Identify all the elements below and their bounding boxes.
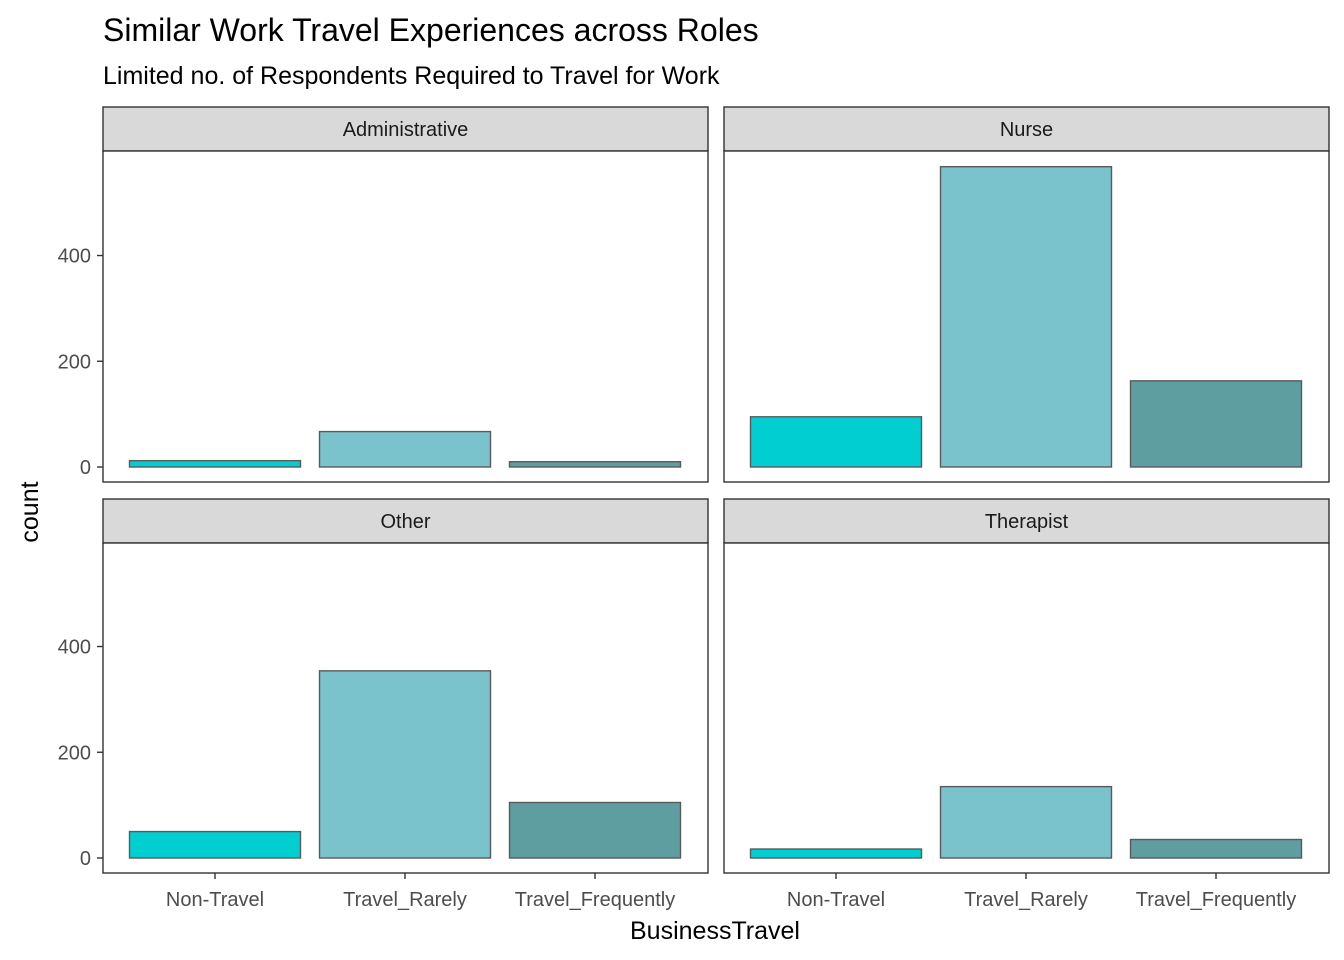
- bar-travel-frequently: [508, 461, 682, 468]
- y-tick-label: 400: [58, 637, 91, 659]
- chart-subtitle: Limited no. of Respondents Required to T…: [103, 62, 720, 90]
- chart-title: Similar Work Travel Experiences across R…: [103, 12, 759, 48]
- bar-travel-rarely: [939, 165, 1113, 468]
- facet-strip-label: Other: [380, 511, 430, 533]
- facet-strip-label: Administrative: [343, 119, 469, 141]
- bar-travel-rarely: [318, 430, 492, 468]
- x-tick-label: Non-Travel: [787, 889, 885, 911]
- x-tick-label: Travel_Rarely: [964, 889, 1088, 911]
- facet-panel: [102, 150, 709, 483]
- bar-travel-rarely: [939, 785, 1113, 859]
- y-tick-label: 0: [80, 848, 91, 870]
- x-tick-label: Non-Travel: [166, 889, 264, 911]
- bar-non-travel: [749, 848, 923, 859]
- bar-non-travel: [128, 459, 302, 468]
- y-tick-label: 0: [80, 457, 91, 479]
- bar-travel-rarely: [318, 670, 492, 859]
- y-tick-label: 200: [58, 351, 91, 373]
- facet-nurse: Nurse: [723, 106, 1330, 483]
- y-tick-label: 400: [58, 246, 91, 268]
- x-tick-label: Travel_Frequently: [515, 889, 675, 911]
- y-tick-label: 200: [58, 742, 91, 764]
- bar-travel-frequently: [508, 801, 682, 859]
- facet-strip: [723, 498, 1330, 544]
- facet-other: Other 0 200 400 Non-Travel Travel_Rarely Trave…: [58, 498, 709, 911]
- x-axis-title: BusinessTravel: [630, 917, 800, 945]
- bar-travel-frequently: [1129, 838, 1303, 859]
- facet-strip: [102, 106, 709, 152]
- bar-non-travel: [128, 830, 302, 859]
- x-tick-label: Travel_Rarely: [343, 889, 467, 911]
- facet-strip-label: Nurse: [1000, 119, 1053, 141]
- bar-non-travel: [749, 416, 923, 468]
- facet-strip: [723, 106, 1330, 152]
- facet-strip-label: Therapist: [985, 511, 1069, 533]
- bar-travel-frequently: [1129, 380, 1303, 468]
- facet-therapist: Therapist Non-Travel Travel_Rarely Travel_F…: [723, 498, 1330, 911]
- x-tick-label: Travel_Frequently: [1136, 889, 1296, 911]
- facet-administrative: Administrative 0 200 400: [58, 106, 709, 483]
- y-axis-title: count: [16, 481, 44, 542]
- facet-panels: Administrative 0 200 400 Nurse Other 0 200 400 No…: [58, 106, 1330, 911]
